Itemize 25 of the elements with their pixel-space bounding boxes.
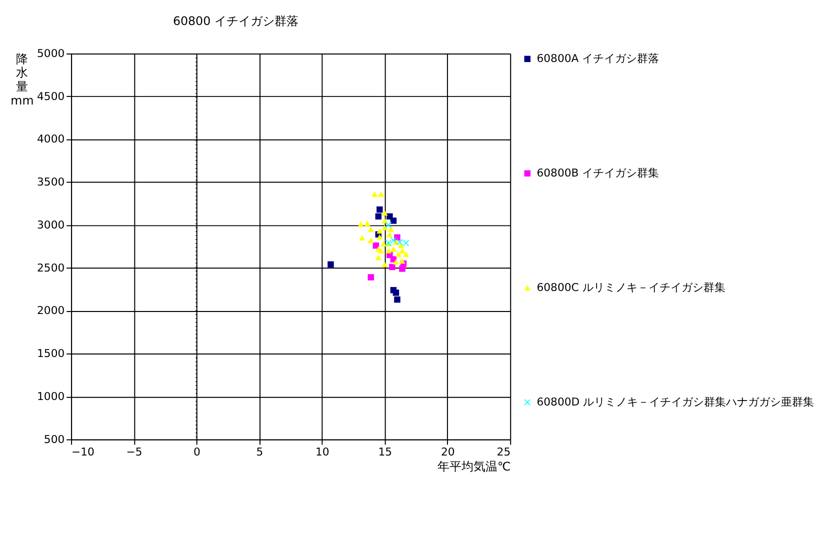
y-tick-label: 3000 [37,218,65,232]
x-tick-label: 10 [316,446,330,459]
chart-title: 60800 イチイガシ群落 [172,14,298,28]
x-tick-label: 0 [194,446,201,459]
x-tick-label: 15 [378,446,392,459]
y-tick-label: 5000 [37,46,65,60]
y-tick-label: 4000 [37,132,65,146]
x-axis-title: 年平均気温℃ [437,459,511,474]
y-tick-label: 1500 [37,347,65,360]
y-tick-label: 2000 [37,304,65,318]
y-tick-label: 500 [44,432,65,446]
legend-label: 60800C ルリミノキ－イチイガシ群集 [536,280,726,294]
x-tick-label: 20 [440,446,455,459]
x-tick-label: −10 [72,446,95,459]
x-tick-label: 25 [496,446,511,459]
y-tick-label: 4500 [37,90,65,103]
x-tick-label: 5 [256,446,264,459]
y-axis-title: 降水量 mm [10,52,34,108]
legend-label: 60800D ルリミノキ－イチイガシ群集ハナガガシ亜群集 [536,395,814,408]
legend-label: 60800A イチイガシ群落 [536,52,660,65]
x-tick-label: −5 [126,446,142,459]
y-tick-label: 2500 [37,261,65,274]
legend-label: 60800B イチイガシ群集 [536,166,660,180]
y-tick-label: 1000 [37,390,65,403]
y-tick-label: 3500 [37,176,65,189]
